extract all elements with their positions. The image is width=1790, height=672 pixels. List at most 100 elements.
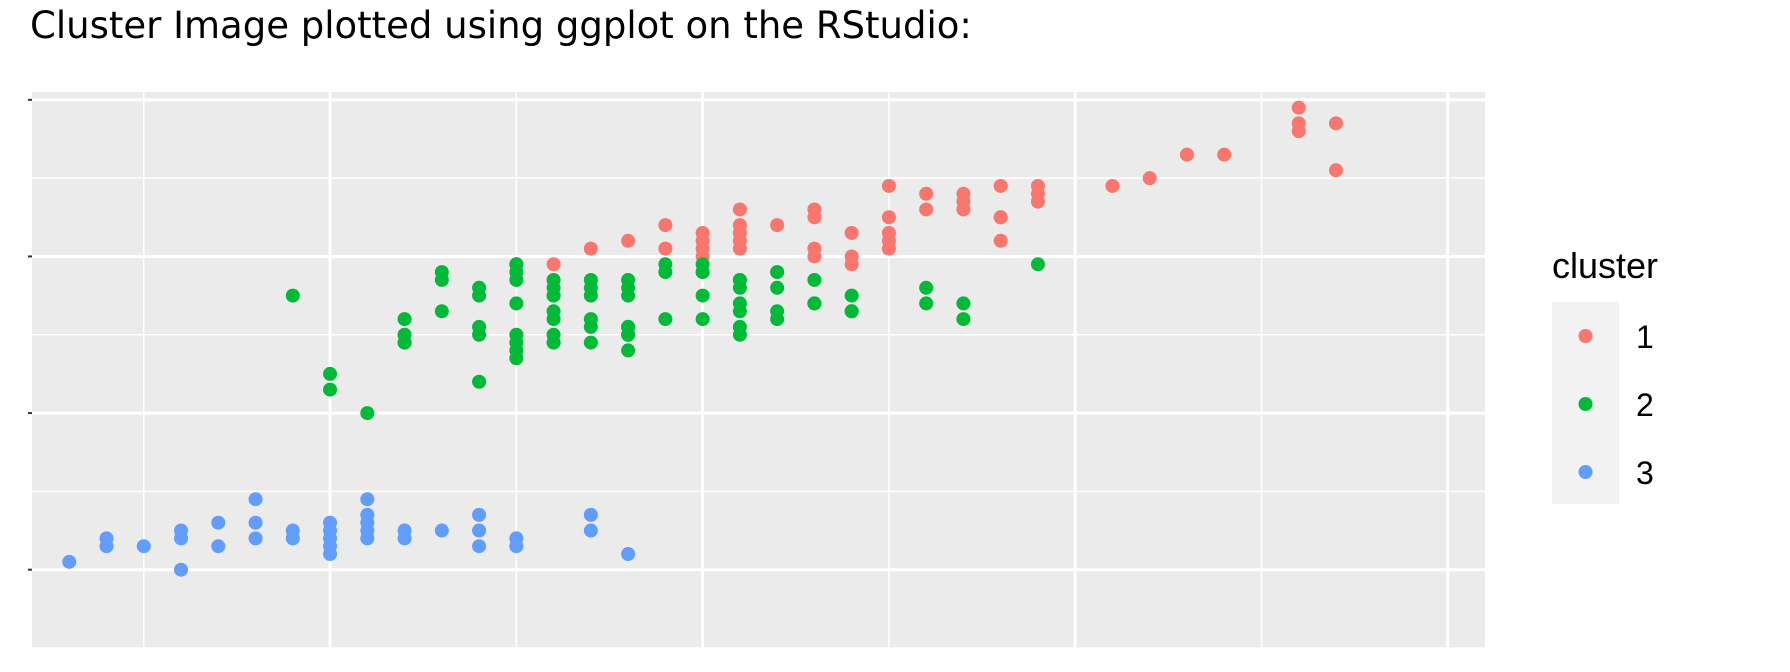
data-point-cluster-2 [285, 288, 300, 303]
data-point-cluster-2 [546, 272, 561, 287]
data-point-cluster-1 [993, 233, 1008, 248]
data-point-cluster-2 [732, 296, 747, 311]
data-point-cluster-3 [248, 531, 263, 546]
data-point-cluster-2 [509, 272, 524, 287]
data-point-cluster-2 [695, 312, 710, 327]
data-point-cluster-2 [397, 312, 412, 327]
data-point-cluster-3 [434, 523, 449, 538]
data-point-cluster-1 [621, 233, 636, 248]
data-point-cluster-1 [1179, 147, 1194, 162]
data-point-cluster-1 [844, 249, 859, 264]
y-axis-ticks [28, 98, 32, 571]
data-point-cluster-1 [732, 202, 747, 217]
data-point-cluster-3 [509, 531, 524, 546]
data-point-cluster-1 [881, 241, 896, 256]
chart-heading: Cluster Image plotted using ggplot on th… [30, 4, 972, 47]
data-point-cluster-2 [546, 304, 561, 319]
data-point-cluster-2 [732, 272, 747, 287]
data-point-cluster-1 [1142, 171, 1157, 186]
data-point-cluster-3 [583, 523, 598, 538]
data-point-cluster-2 [658, 312, 673, 327]
data-point-cluster-2 [509, 327, 524, 342]
data-point-cluster-1 [881, 225, 896, 240]
data-point-cluster-2 [546, 288, 561, 303]
data-point-cluster-1 [658, 218, 673, 233]
legend-key-1 [1578, 329, 1593, 343]
data-point-cluster-1 [695, 225, 710, 240]
data-point-cluster-1 [881, 178, 896, 193]
data-point-cluster-3 [323, 515, 338, 530]
data-point-cluster-1 [1328, 116, 1343, 131]
data-point-cluster-3 [248, 515, 263, 530]
data-point-cluster-2 [956, 312, 971, 327]
data-point-cluster-2 [323, 366, 338, 381]
data-point-cluster-1 [1030, 178, 1045, 193]
plot-panel [32, 92, 1485, 648]
data-point-cluster-1 [993, 178, 1008, 193]
data-point-cluster-2 [583, 335, 598, 350]
data-point-cluster-2 [658, 257, 673, 272]
legend-entries: 1 2 3 [1578, 319, 1654, 491]
data-point-cluster-1 [1217, 147, 1232, 162]
data-point-cluster-2 [844, 304, 859, 319]
data-point-cluster-2 [844, 288, 859, 303]
data-point-cluster-1 [919, 202, 934, 217]
data-point-cluster-1 [583, 241, 598, 256]
data-point-cluster-2 [397, 335, 412, 350]
data-point-cluster-1 [881, 210, 896, 225]
legend: cluster 1 2 3 [1552, 245, 1658, 504]
data-point-cluster-2 [770, 265, 785, 280]
data-point-cluster-2 [583, 280, 598, 295]
data-point-cluster-1 [956, 186, 971, 201]
data-point-cluster-1 [658, 241, 673, 256]
data-point-cluster-1 [1105, 178, 1120, 193]
data-point-cluster-1 [919, 186, 934, 201]
data-points [62, 100, 1343, 577]
data-point-cluster-1 [546, 257, 561, 272]
data-point-cluster-3 [472, 507, 487, 522]
data-point-cluster-3 [397, 523, 412, 538]
data-point-cluster-3 [62, 554, 77, 569]
data-point-cluster-2 [956, 296, 971, 311]
data-point-cluster-1 [807, 249, 822, 264]
data-point-cluster-2 [807, 272, 822, 287]
data-point-cluster-3 [360, 507, 375, 522]
data-point-cluster-2 [472, 280, 487, 295]
data-point-cluster-2 [323, 382, 338, 397]
data-point-cluster-1 [844, 225, 859, 240]
data-point-cluster-2 [695, 257, 710, 272]
data-point-cluster-3 [285, 523, 300, 538]
data-point-cluster-2 [621, 288, 636, 303]
data-point-cluster-1 [956, 202, 971, 217]
data-point-cluster-3 [99, 531, 114, 546]
data-point-cluster-1 [1328, 163, 1343, 178]
data-point-cluster-2 [434, 265, 449, 280]
legend-label-1: 1 [1636, 319, 1654, 355]
legend-key-3 [1578, 465, 1593, 479]
data-point-cluster-2 [732, 319, 747, 334]
data-point-cluster-2 [583, 319, 598, 334]
major-gridlines [32, 92, 1485, 648]
data-point-cluster-3 [248, 492, 263, 507]
legend-label-3: 3 [1636, 455, 1654, 491]
legend-title: cluster [1552, 245, 1658, 286]
data-point-cluster-2 [770, 280, 785, 295]
legend-key-2 [1578, 397, 1593, 411]
data-point-cluster-1 [993, 210, 1008, 225]
data-point-cluster-3 [174, 523, 189, 538]
data-point-cluster-2 [472, 319, 487, 334]
data-point-cluster-1 [1291, 100, 1306, 115]
data-point-cluster-2 [770, 312, 785, 327]
data-point-cluster-2 [621, 343, 636, 358]
data-point-cluster-3 [472, 523, 487, 538]
data-point-cluster-2 [695, 288, 710, 303]
data-point-cluster-2 [509, 296, 524, 311]
data-point-cluster-2 [919, 296, 934, 311]
data-point-cluster-2 [434, 304, 449, 319]
data-point-cluster-3 [583, 507, 598, 522]
data-point-cluster-3 [472, 539, 487, 554]
data-point-cluster-2 [509, 257, 524, 272]
data-point-cluster-3 [211, 539, 226, 554]
data-point-cluster-3 [136, 539, 151, 554]
